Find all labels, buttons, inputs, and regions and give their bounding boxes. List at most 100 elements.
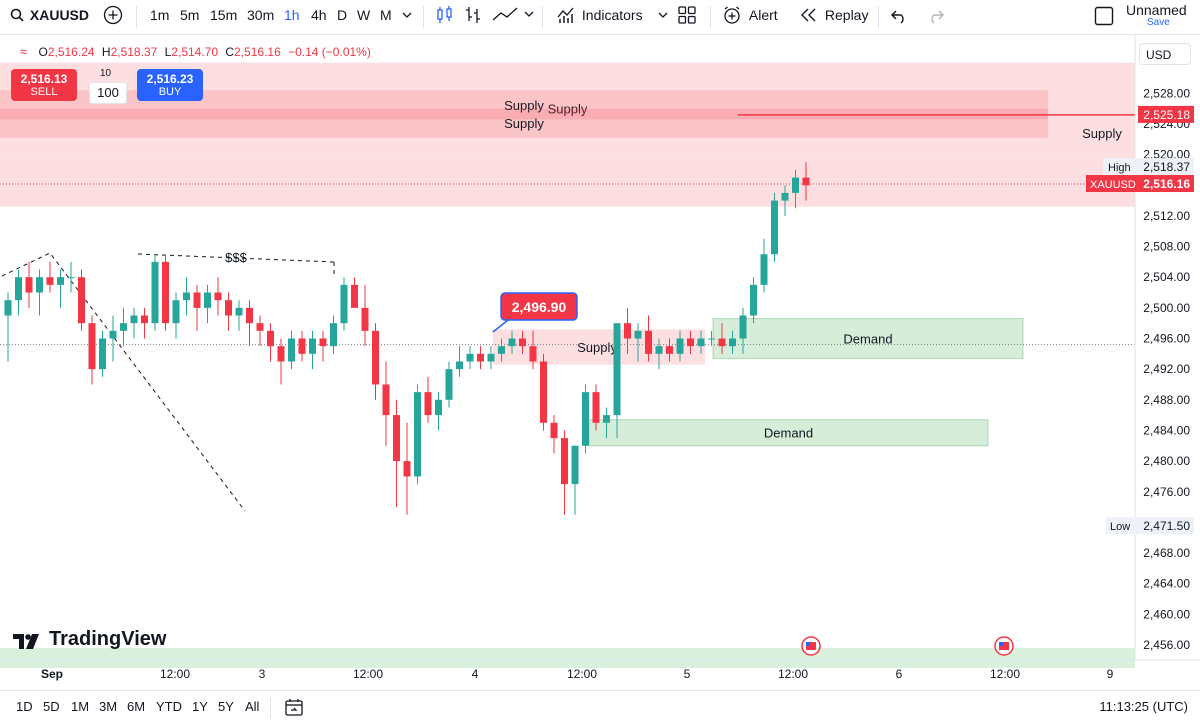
add-symbol-icon <box>103 5 123 25</box>
candle-body <box>120 323 127 331</box>
sell-label: SELL <box>30 86 58 98</box>
candle-body <box>267 330 274 347</box>
divider <box>136 6 137 28</box>
interval-w[interactable]: W <box>357 7 371 23</box>
symbol-search[interactable]: XAUUSD <box>10 0 89 34</box>
save-label[interactable]: Save <box>1147 17 1170 28</box>
interval-m[interactable]: M <box>380 7 392 23</box>
candle-body <box>361 307 369 331</box>
layout-name[interactable]: Unnamed <box>1126 2 1187 18</box>
price-tick-label: 2,468.00 <box>1143 546 1190 560</box>
candle-body <box>540 361 547 423</box>
candle-body <box>214 292 222 301</box>
alert-button[interactable]: Alert <box>722 0 778 34</box>
candle-body <box>697 338 705 347</box>
undo-button[interactable] <box>890 0 908 34</box>
candle-body <box>508 338 516 347</box>
interval-4h[interactable]: 4h <box>311 7 327 23</box>
range-6m[interactable]: 6M <box>127 699 146 714</box>
candle-body <box>330 323 337 347</box>
sell-price: 2,516.13 <box>20 72 68 86</box>
range-all[interactable]: All <box>245 699 260 714</box>
liquidity-line <box>137 253 335 263</box>
time-tick-label: 12:00 <box>567 667 597 681</box>
candle-body <box>624 323 631 339</box>
zone-label: Supply <box>504 98 544 113</box>
high-value: 2,518.37 <box>1143 160 1190 174</box>
candle-body <box>67 277 75 279</box>
time-tick-label: 4 <box>472 667 479 681</box>
candle-body <box>645 330 652 354</box>
low-label: Low <box>1110 521 1130 533</box>
candle-body <box>46 277 54 285</box>
indicators-icon <box>557 7 574 23</box>
candle-body <box>582 392 589 446</box>
interval-d[interactable]: D <box>337 7 348 23</box>
high-label: High <box>1108 162 1131 174</box>
undo-icon <box>891 10 904 24</box>
redo-button[interactable] <box>927 0 945 34</box>
range-1m[interactable]: 1M <box>71 699 90 714</box>
candle-body <box>445 369 453 400</box>
legend-icon: ≈ <box>20 44 28 59</box>
candle-body <box>25 277 33 293</box>
interval-dropdown[interactable] <box>402 0 412 34</box>
interval-1m[interactable]: 1m <box>150 7 170 23</box>
currency-select[interactable]: USD <box>1139 43 1191 65</box>
interval-30m[interactable]: 30m <box>247 7 275 23</box>
indicators-button[interactable]: Indicators <box>556 0 668 34</box>
candle-body <box>519 338 526 347</box>
candle-body <box>529 346 537 362</box>
low-value: 2,514.70 <box>171 45 219 59</box>
zone-supply <box>0 108 1048 138</box>
candle-body <box>309 338 316 354</box>
sell-button[interactable]: 2,516.13 SELL <box>11 69 77 101</box>
time-tick-label: 9 <box>1107 667 1114 681</box>
quantity-input[interactable]: 100 <box>89 82 127 104</box>
calendar-icon <box>285 699 303 716</box>
chart-type-button[interactable] <box>435 0 455 34</box>
time-tick-label: 12:00 <box>353 667 383 681</box>
bar-chart-button[interactable] <box>463 0 483 34</box>
layouts-button[interactable] <box>677 0 697 34</box>
redo-icon <box>931 10 944 24</box>
replay-button[interactable]: Replay <box>799 0 868 34</box>
candle-body <box>781 192 789 201</box>
us-flag-icon <box>806 642 816 650</box>
compare-button[interactable] <box>103 0 123 34</box>
qty-step-label: 10 <box>100 68 112 79</box>
candle-body <box>393 415 400 462</box>
range-5y[interactable]: 5Y <box>218 699 234 714</box>
candles-icon <box>437 6 452 23</box>
candle-body <box>130 315 138 324</box>
price-chart[interactable]: Supply Supply Supply Supply Demand Demand Supp… <box>0 34 1200 690</box>
trend-line <box>1 252 246 512</box>
range-1d[interactable]: 1D <box>16 699 33 714</box>
change-value: −0.14 (−0.01%) <box>288 45 371 59</box>
clock: 11:13:25 (UTC) <box>1099 699 1188 714</box>
price-tick-label: 2,496.00 <box>1143 332 1190 346</box>
divider <box>423 6 424 28</box>
candle-body <box>739 315 747 339</box>
range-3m[interactable]: 3M <box>99 699 118 714</box>
high-value: 2,518.37 <box>110 45 158 59</box>
time-tick-label: 12:00 <box>990 667 1020 681</box>
line-chart-button[interactable] <box>491 0 535 34</box>
date-range-button[interactable] <box>284 697 304 722</box>
candle-body <box>99 338 106 370</box>
divider <box>878 6 879 28</box>
range-1y[interactable]: 1Y <box>192 699 208 714</box>
candle-body <box>655 346 663 354</box>
brand-text: TradingView <box>49 628 167 650</box>
interval-1h[interactable]: 1h <box>284 7 300 23</box>
range-5d[interactable]: 5D <box>43 699 60 714</box>
buy-button[interactable]: 2,516.23 BUY <box>137 69 203 101</box>
layout-save-button[interactable] <box>1094 0 1114 34</box>
bars-icon <box>466 7 480 23</box>
interval-15m[interactable]: 15m <box>210 7 238 23</box>
interval-5m[interactable]: 5m <box>180 7 200 23</box>
open-label: O <box>38 45 48 59</box>
zone-label: Supply <box>577 340 617 355</box>
range-ytd[interactable]: YTD <box>156 699 182 714</box>
time-tick-label: 3 <box>259 667 266 681</box>
